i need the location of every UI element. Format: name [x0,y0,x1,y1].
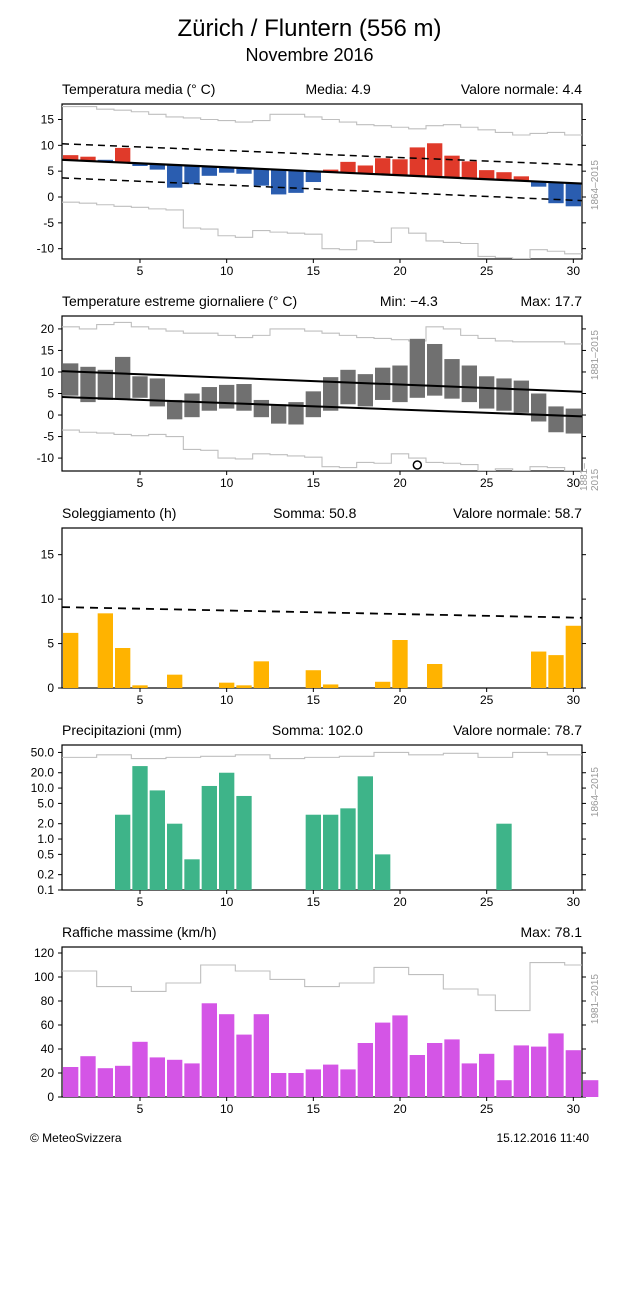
chart-title-row: Raffiche massime (km/h) Max: 78.1 [62,924,582,940]
chart-title-left: Raffiche massime (km/h) [62,924,217,940]
svg-text:20: 20 [41,1066,55,1080]
svg-text:-5: -5 [43,430,54,444]
svg-text:5: 5 [137,476,144,490]
svg-text:15: 15 [41,548,55,562]
chart-title-right: Valore normale: 58.7 [453,505,582,521]
chart-title-right: Valore normale: 4.4 [461,81,582,97]
svg-text:0: 0 [47,190,54,204]
svg-text:10: 10 [41,592,55,606]
svg-text:30: 30 [567,693,581,707]
svg-text:15: 15 [307,895,321,909]
svg-text:20: 20 [393,895,407,909]
sub-title: Novembre 2016 [20,45,599,66]
svg-text:10: 10 [220,264,234,278]
svg-text:5: 5 [137,693,144,707]
svg-text:0: 0 [47,681,54,695]
svg-text:10: 10 [220,1102,234,1116]
svg-text:20: 20 [393,693,407,707]
chart-title-row: Temperatura media (° C) Media: 4.9 Valore … [62,81,582,97]
svg-text:15: 15 [307,476,321,490]
svg-text:20: 20 [393,264,407,278]
svg-text:0: 0 [47,1090,54,1104]
charts-container: Temperatura media (° C) Media: 4.9 Valore … [20,81,599,1117]
svg-text:5: 5 [47,637,54,651]
chart-title-left: Temperatura media (° C) [62,81,215,97]
svg-text:15: 15 [307,264,321,278]
svg-text:10: 10 [220,476,234,490]
svg-text:25: 25 [480,264,494,278]
svg-text:25: 25 [480,476,494,490]
chart-title-mid: Somma: 102.0 [272,722,363,738]
svg-text:20: 20 [393,476,407,490]
chart-precip: Precipitazioni (mm) Somma: 102.0 Valore no… [20,722,599,910]
record-period-label: 1981–2015 [590,974,601,1024]
svg-text:2.0: 2.0 [37,817,54,831]
footer: © MeteoSvizzera 15.12.2016 11:40 [20,1131,599,1145]
svg-text:80: 80 [41,994,55,1008]
record-period-label: 1864–2015 [590,160,601,210]
svg-text:15: 15 [41,113,55,127]
chart-title-row: Soleggiamento (h) Somma: 50.8 Valore norma… [62,505,582,521]
svg-text:0: 0 [47,408,54,422]
chart-title-row: Precipitazioni (mm) Somma: 102.0 Valore no… [62,722,582,738]
svg-text:10: 10 [41,138,55,152]
svg-text:10.0: 10.0 [31,781,55,795]
svg-text:120: 120 [34,946,54,960]
svg-text:15: 15 [307,693,321,707]
footer-right: 15.12.2016 11:40 [496,1131,589,1145]
footer-left: © MeteoSvizzera [30,1131,122,1145]
chart-title-mid: Somma: 50.8 [273,505,356,521]
svg-text:-10: -10 [37,242,55,256]
record-period-label: 1881–2015 [590,330,601,380]
chart-title-mid: Min: −4.3 [380,293,438,309]
svg-text:0.1: 0.1 [37,883,54,897]
chart-gust: Raffiche massime (km/h) Max: 78.1 0 20 40 60 8… [20,924,599,1117]
svg-text:20: 20 [393,1102,407,1116]
svg-text:10: 10 [41,365,55,379]
record-period-label: 1881–2015 [579,443,601,491]
svg-text:30: 30 [567,1102,581,1116]
svg-text:-10: -10 [37,451,55,465]
chart-sun: Soleggiamento (h) Somma: 50.8 Valore norma… [20,505,599,708]
svg-text:15: 15 [41,343,55,357]
svg-text:25: 25 [480,693,494,707]
svg-text:100: 100 [34,970,54,984]
svg-text:5.0: 5.0 [37,796,54,810]
page: Zürich / Fluntern (556 m) Novembre 2016 … [0,0,619,1155]
svg-text:20.0: 20.0 [31,766,55,780]
svg-text:30: 30 [567,895,581,909]
chart-title-left: Precipitazioni (mm) [62,722,182,738]
main-title: Zürich / Fluntern (556 m) [20,15,599,43]
chart-title-mid: Media: 4.9 [305,81,370,97]
chart-title-right: Max: 78.1 [521,924,582,940]
svg-text:40: 40 [41,1042,55,1056]
chart-temp_ext: Temperature estreme giornaliere (° C) Min… [20,293,599,491]
svg-text:5: 5 [47,164,54,178]
svg-text:50.0: 50.0 [31,745,55,759]
svg-text:-5: -5 [43,216,54,230]
svg-text:25: 25 [480,1102,494,1116]
chart-title-left: Temperature estreme giornaliere (° C) [62,293,297,309]
svg-text:10: 10 [220,895,234,909]
svg-text:5: 5 [137,1102,144,1116]
svg-text:5: 5 [137,264,144,278]
chart-title-left: Soleggiamento (h) [62,505,176,521]
chart-temp_mean: Temperatura media (° C) Media: 4.9 Valore … [20,81,599,279]
svg-text:20: 20 [41,322,55,336]
svg-text:0.2: 0.2 [37,868,54,882]
svg-text:5: 5 [137,895,144,909]
svg-text:5: 5 [47,387,54,401]
svg-text:0.5: 0.5 [37,847,54,861]
svg-text:1.0: 1.0 [37,832,54,846]
record-period-label: 1864–2015 [590,767,601,817]
chart-title-right: Valore normale: 78.7 [453,722,582,738]
chart-title-row: Temperature estreme giornaliere (° C) Min… [62,293,582,309]
svg-text:30: 30 [567,264,581,278]
svg-text:60: 60 [41,1018,55,1032]
chart-title-right: Max: 17.7 [521,293,582,309]
svg-text:25: 25 [480,895,494,909]
svg-text:15: 15 [307,1102,321,1116]
svg-text:10: 10 [220,693,234,707]
